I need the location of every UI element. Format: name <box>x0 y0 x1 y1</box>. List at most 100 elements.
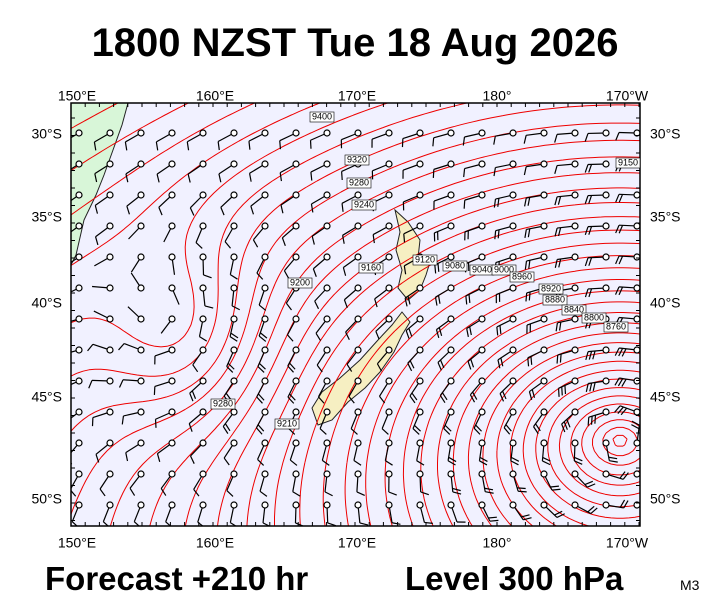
barb-feather <box>124 141 128 151</box>
barb-feather <box>438 327 443 336</box>
barb-feather <box>379 395 386 404</box>
map-layer <box>64 103 640 526</box>
station <box>199 439 207 447</box>
station <box>540 253 548 261</box>
contour-label: 9320 <box>347 154 367 164</box>
contour-label-box <box>509 271 535 283</box>
station <box>354 222 362 230</box>
station <box>416 129 424 137</box>
barb-feather <box>527 228 531 238</box>
barb-feather <box>566 419 571 428</box>
barb-feather <box>280 204 284 214</box>
contour-label-box <box>581 312 607 324</box>
barb-feather <box>503 427 511 435</box>
barb-feather <box>311 236 315 245</box>
station <box>602 439 610 447</box>
barb-feather <box>229 336 238 342</box>
station <box>323 222 331 230</box>
station <box>571 160 579 168</box>
barb-feather <box>118 343 125 351</box>
barb-feather <box>554 259 558 268</box>
barb-feather <box>528 291 531 301</box>
station <box>230 191 238 199</box>
barb-feather <box>341 171 343 181</box>
barb-feather <box>523 517 532 521</box>
barb-feather <box>542 456 551 462</box>
barb-feather <box>452 491 462 495</box>
barb-feather <box>99 488 106 497</box>
barb-feather <box>321 459 330 466</box>
barb-feather <box>191 390 197 399</box>
contour-label-box <box>309 111 335 123</box>
barb-feather <box>227 362 235 370</box>
barb-feather <box>466 328 469 337</box>
barb-feather <box>256 396 263 404</box>
barb-feather <box>619 499 626 508</box>
barb-feather <box>518 490 527 493</box>
barb-feather <box>64 205 66 213</box>
barb-feather <box>620 407 628 416</box>
barb-feather <box>618 348 624 357</box>
lon-label-bottom: 180° <box>483 535 512 551</box>
station <box>75 439 83 447</box>
station <box>633 501 640 509</box>
station <box>354 129 362 137</box>
lat-label-left: 45°S <box>31 389 62 405</box>
station <box>168 408 176 416</box>
station <box>75 284 83 292</box>
barb-feather <box>554 510 563 516</box>
station <box>509 470 517 478</box>
station <box>106 315 114 323</box>
station <box>323 439 331 447</box>
contour <box>602 426 638 457</box>
station <box>199 284 207 292</box>
station <box>323 377 331 385</box>
barb-feather <box>535 423 541 432</box>
station <box>602 222 610 230</box>
barb-feather <box>623 500 629 509</box>
contour-label: 8800 <box>584 312 604 322</box>
barb-feather <box>589 382 593 392</box>
station <box>602 284 610 292</box>
barb-feather <box>375 331 380 340</box>
station <box>540 222 548 230</box>
station <box>540 129 548 137</box>
station <box>168 346 176 354</box>
barb-feather <box>527 197 531 206</box>
station <box>447 408 455 416</box>
station <box>261 346 269 354</box>
contour-label: 9080 <box>445 260 465 270</box>
barb-feather <box>356 491 365 496</box>
barb-feather <box>617 406 624 414</box>
barb-feather <box>465 295 468 305</box>
station <box>292 346 300 354</box>
barb-feather <box>95 454 100 463</box>
station <box>106 439 114 447</box>
station <box>509 129 517 137</box>
barb-feather <box>102 521 109 526</box>
barb-feather <box>129 487 136 496</box>
station <box>447 377 455 385</box>
station <box>354 191 362 199</box>
barb-feather <box>462 136 466 146</box>
barb-feather <box>409 360 415 369</box>
barb-feather <box>479 456 488 462</box>
barb-feather <box>528 391 533 400</box>
barb-feather <box>584 288 589 298</box>
station <box>75 160 83 168</box>
barb-feather <box>376 363 383 372</box>
barb-feather <box>614 405 621 413</box>
barb-feather <box>432 137 435 147</box>
station <box>447 284 455 292</box>
station <box>106 191 114 199</box>
barb-feather <box>125 173 129 183</box>
station <box>168 191 176 199</box>
lon-label-bottom: 170°W <box>606 535 649 551</box>
barb-feather <box>527 357 530 367</box>
contour-label: 9160 <box>361 262 381 272</box>
barb-feather <box>372 234 375 244</box>
station <box>478 253 486 261</box>
contour-label: 9240 <box>354 199 374 209</box>
barb-feather <box>385 460 393 466</box>
station <box>385 408 393 416</box>
